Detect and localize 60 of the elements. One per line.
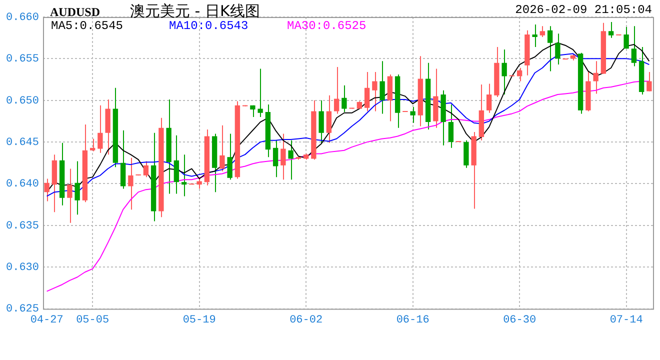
y-tick-label: 0.625 — [6, 304, 40, 316]
candlestick — [516, 67, 522, 82]
candlestick — [608, 22, 614, 38]
y-tick-label: 0.650 — [6, 95, 40, 108]
candlestick — [128, 157, 134, 210]
text: MA5:0.6545 — [51, 19, 124, 33]
candlestick — [540, 26, 546, 38]
candlestick — [318, 100, 324, 144]
x-tick-label: 06-02 — [290, 314, 323, 326]
y-tick-label: 0.660 — [6, 12, 40, 24]
text: MA10:0.6543 — [169, 19, 250, 33]
candlestick — [547, 26, 553, 72]
candlestick — [258, 68, 263, 118]
candlestick — [555, 33, 560, 66]
y-tick-label: 0.645 — [6, 136, 40, 149]
candlestick — [372, 72, 378, 112]
candlestick — [486, 83, 492, 114]
x-tick-label: 06-30 — [503, 314, 536, 326]
candlestick — [410, 106, 416, 124]
candlestick — [593, 60, 598, 94]
candlestick — [98, 104, 103, 154]
candlestick — [502, 49, 507, 96]
candlestick — [646, 72, 652, 92]
x-tick-label: 05-05 — [76, 314, 110, 326]
candlestick — [532, 24, 538, 48]
y-tick-label: 0.655 — [6, 54, 40, 66]
candlestick — [464, 140, 469, 168]
annotation: 2026-02-09 21:05:04 — [515, 3, 652, 17]
candlestick — [220, 124, 225, 172]
candlestick — [380, 60, 385, 114]
y-tick-label: 0.635 — [6, 220, 40, 232]
y-tick-label: 0.630 — [6, 262, 40, 274]
candlestick — [120, 130, 126, 190]
candlestick — [364, 72, 370, 112]
x-tick-label: 07-14 — [610, 314, 644, 326]
candlestick — [272, 140, 278, 178]
candlestick — [44, 178, 50, 202]
candlestick — [67, 168, 72, 224]
candlestick — [288, 140, 294, 180]
candlestick — [74, 160, 80, 216]
x-tick-label: 04-27 — [30, 314, 64, 326]
y-tick-label: 0.640 — [6, 178, 40, 191]
x-tick-label: 06-16 — [396, 314, 430, 326]
candlestick — [280, 133, 286, 180]
candlestick — [631, 26, 637, 67]
candlestick — [334, 66, 340, 114]
candlestick — [90, 138, 96, 152]
candlestick — [227, 133, 232, 180]
candlestick — [342, 84, 347, 113]
x-tick-label: 05-19 — [182, 314, 216, 326]
candlestick — [143, 160, 149, 178]
candlestick — [448, 104, 454, 148]
candlestick — [174, 134, 180, 194]
candlestick — [181, 154, 187, 197]
candlestick — [624, 26, 629, 50]
chart-title: 澳元美元 - 日K线图 — [130, 2, 260, 21]
text: MA30:0.6525 — [287, 19, 368, 33]
candlestick — [326, 94, 332, 144]
candlestick — [196, 176, 202, 190]
chart-subtitle: AUDUSD — [50, 5, 100, 20]
